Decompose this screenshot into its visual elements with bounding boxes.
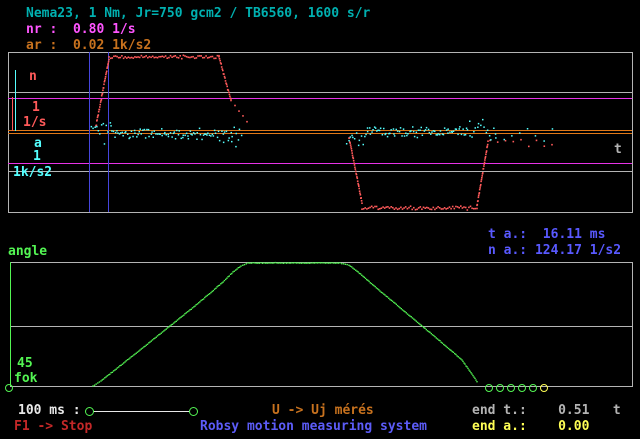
end-t-readout: end t.: 0.51 t bbox=[472, 403, 621, 418]
angle-plot-title: angle bbox=[8, 244, 48, 259]
stat-t-average: t a.: 16.11 ms bbox=[488, 227, 606, 242]
new-measurement-hint: U -> Uj mérés bbox=[272, 403, 374, 418]
angle-scale-unit: fok bbox=[14, 371, 38, 386]
slider-handle-start[interactable] bbox=[85, 407, 94, 416]
axis-label-time: t bbox=[614, 142, 622, 157]
time-window-label: 100 ms : bbox=[18, 403, 81, 418]
nr-readout: nr : 0.80 1/s bbox=[26, 22, 136, 37]
axis-unit-a: 1k/s2 bbox=[13, 165, 53, 180]
app-title: Nema23, 1 Nm, Jr=750 gcm2 / TB6560, 1600… bbox=[26, 6, 371, 21]
stat-n-average: n a.: 124.17 1/s2 bbox=[488, 243, 622, 258]
angle-scale-value: 45 bbox=[17, 356, 33, 371]
stop-hint: F1 -> Stop bbox=[14, 419, 93, 434]
time-window-slider-track[interactable] bbox=[89, 411, 193, 412]
end-a-readout: end a.: 0.00 bbox=[472, 419, 590, 434]
axis-label-n: n bbox=[29, 69, 37, 84]
axis-scale-a: 1 bbox=[33, 149, 41, 164]
axis-label-a: a bbox=[34, 136, 42, 151]
ar-readout: ar : 0.02 1k/s2 bbox=[26, 38, 152, 53]
axis-scale-n: 1 bbox=[32, 100, 40, 115]
slider-handle-end[interactable] bbox=[189, 407, 198, 416]
app-name: Robsy motion measuring system bbox=[200, 419, 427, 434]
axis-unit-n: 1/s bbox=[23, 115, 47, 130]
